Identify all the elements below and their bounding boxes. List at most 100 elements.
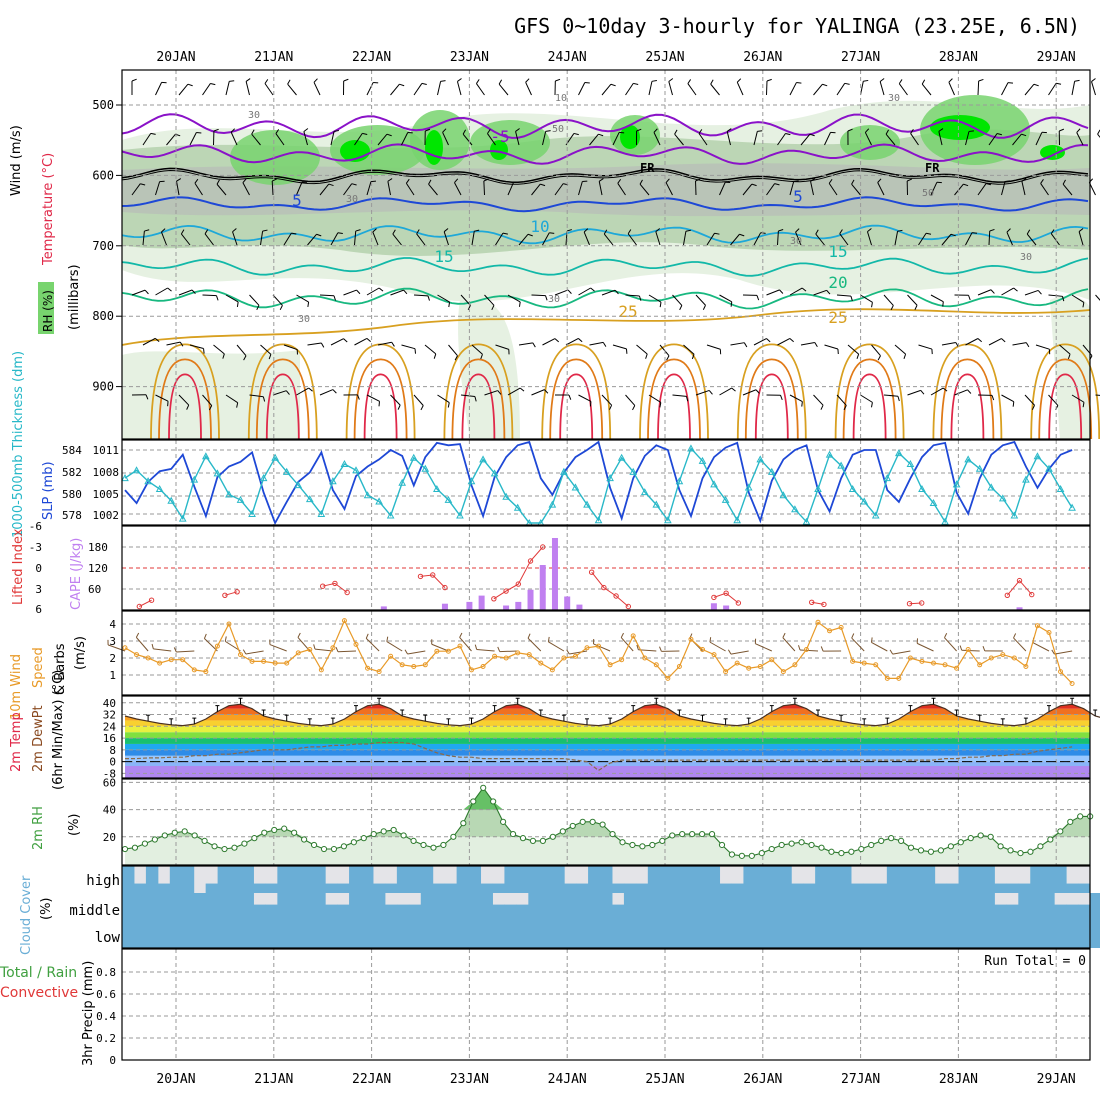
lifted-index-tick-label: 3 <box>35 583 42 596</box>
cloud-middle-cell <box>1078 904 1091 922</box>
wind-barb <box>672 294 683 306</box>
cloud-low-cell <box>1018 922 1031 948</box>
wind10-speed-marker <box>607 662 613 668</box>
wind-barb <box>938 128 944 132</box>
rh2m-axis-label: 2m RH <box>31 806 46 850</box>
rh2m-marker <box>410 837 417 844</box>
wind10-speed-marker <box>341 618 347 624</box>
wind-barb <box>753 232 762 246</box>
wind-barb <box>813 289 827 296</box>
cloud-middle-cell <box>719 893 732 922</box>
wind-barb <box>1021 181 1026 196</box>
cloud-low-cell <box>289 922 302 948</box>
slp-marker <box>409 453 418 461</box>
wind-barb <box>636 344 648 355</box>
wind-barb <box>249 394 264 398</box>
slp-marker <box>282 467 291 475</box>
cloud-high-cell <box>1078 883 1091 893</box>
wind-barb <box>390 289 404 296</box>
wind-barb <box>1048 82 1057 96</box>
wind10-barb <box>547 636 550 642</box>
rh2m-marker <box>728 851 736 858</box>
wind-barb <box>921 83 932 96</box>
cloud-low-cell <box>874 922 888 948</box>
slp-marker <box>386 511 395 519</box>
wind10-barb <box>204 638 218 652</box>
wind10-speed-marker <box>1011 655 1017 661</box>
wind-barb <box>236 344 247 357</box>
wind-barb <box>1012 401 1015 407</box>
cloud-middle-cell <box>862 893 876 922</box>
wind-barb <box>779 289 784 294</box>
wind-barb <box>178 83 189 96</box>
cloud-middle-cell <box>1042 893 1055 922</box>
cape-bar <box>539 565 546 610</box>
lifted-index-line <box>591 571 629 607</box>
cloud-middle-cell <box>169 893 183 922</box>
cape-axis-label: CAPE (J/kg) <box>69 538 84 610</box>
wind-barb <box>189 132 197 146</box>
wind-barb <box>316 233 322 237</box>
cloud-high-cell <box>1030 866 1043 893</box>
wind10-speed-marker <box>353 641 359 647</box>
wind10-barb <box>709 641 726 652</box>
wind-barb <box>202 294 217 297</box>
wind-barb <box>1037 290 1042 295</box>
wind10-speed-marker <box>861 660 867 666</box>
wind10-speed-marker <box>584 645 590 651</box>
wind-barb <box>583 228 589 233</box>
wind-barb <box>249 294 260 306</box>
wind-barb <box>625 294 640 297</box>
wind-barb <box>264 79 269 84</box>
wind-barb <box>343 78 349 82</box>
wind-barb <box>589 341 604 346</box>
cloud-high-cell <box>229 866 243 893</box>
wind-barb <box>413 294 429 297</box>
cloud-middle-cell <box>277 893 290 922</box>
wind-barb <box>1024 394 1035 406</box>
wind-barb <box>296 181 303 196</box>
wind-barb <box>609 404 613 410</box>
wind-barb <box>877 182 885 196</box>
rh-contour-bright <box>930 115 990 140</box>
cloud-high-cell <box>325 883 338 893</box>
lifted-index-marker <box>601 584 607 591</box>
cloud-high-cell <box>683 866 697 893</box>
cloud-low-cell <box>755 922 768 948</box>
rh2m-marker <box>430 844 437 851</box>
wind-barb <box>354 231 357 246</box>
wind10-speed-marker <box>457 643 463 649</box>
wind-barb <box>590 287 595 292</box>
wind-barb <box>330 131 335 146</box>
slp-marker <box>467 477 476 485</box>
wind-barb <box>186 404 190 410</box>
cloud-high-cell <box>707 866 721 893</box>
wind-barb <box>303 131 308 146</box>
wind-barb <box>1071 81 1076 96</box>
wind-barb <box>777 133 786 146</box>
wind-barb <box>1031 405 1035 410</box>
cloud-middle-cell <box>707 893 721 922</box>
cloud-middle-cell <box>157 893 171 922</box>
cape-bar <box>503 605 510 610</box>
wind10-barb <box>242 649 247 655</box>
wind10-barb <box>459 637 472 652</box>
slp-marker <box>144 477 152 485</box>
wind-barb <box>894 231 899 246</box>
wind-barb <box>245 78 251 82</box>
wind10-panel-bg <box>122 611 1090 695</box>
slp-marker <box>848 484 857 492</box>
slp-tick-label: 1011 <box>93 444 120 457</box>
slp-marker <box>675 477 684 485</box>
cloud-high-cell <box>265 883 278 893</box>
wind-barb <box>801 287 807 292</box>
wind-barb <box>251 129 255 135</box>
wind10-tick-label: 4 <box>109 618 116 631</box>
lifted-index-tick-label: 0 <box>35 562 42 575</box>
wind10-speed-marker <box>665 675 671 681</box>
cloud-middle-cell <box>910 893 924 922</box>
wind-barb <box>743 342 748 348</box>
temp2m-line <box>124 703 1100 727</box>
wind10-barb <box>709 637 712 643</box>
